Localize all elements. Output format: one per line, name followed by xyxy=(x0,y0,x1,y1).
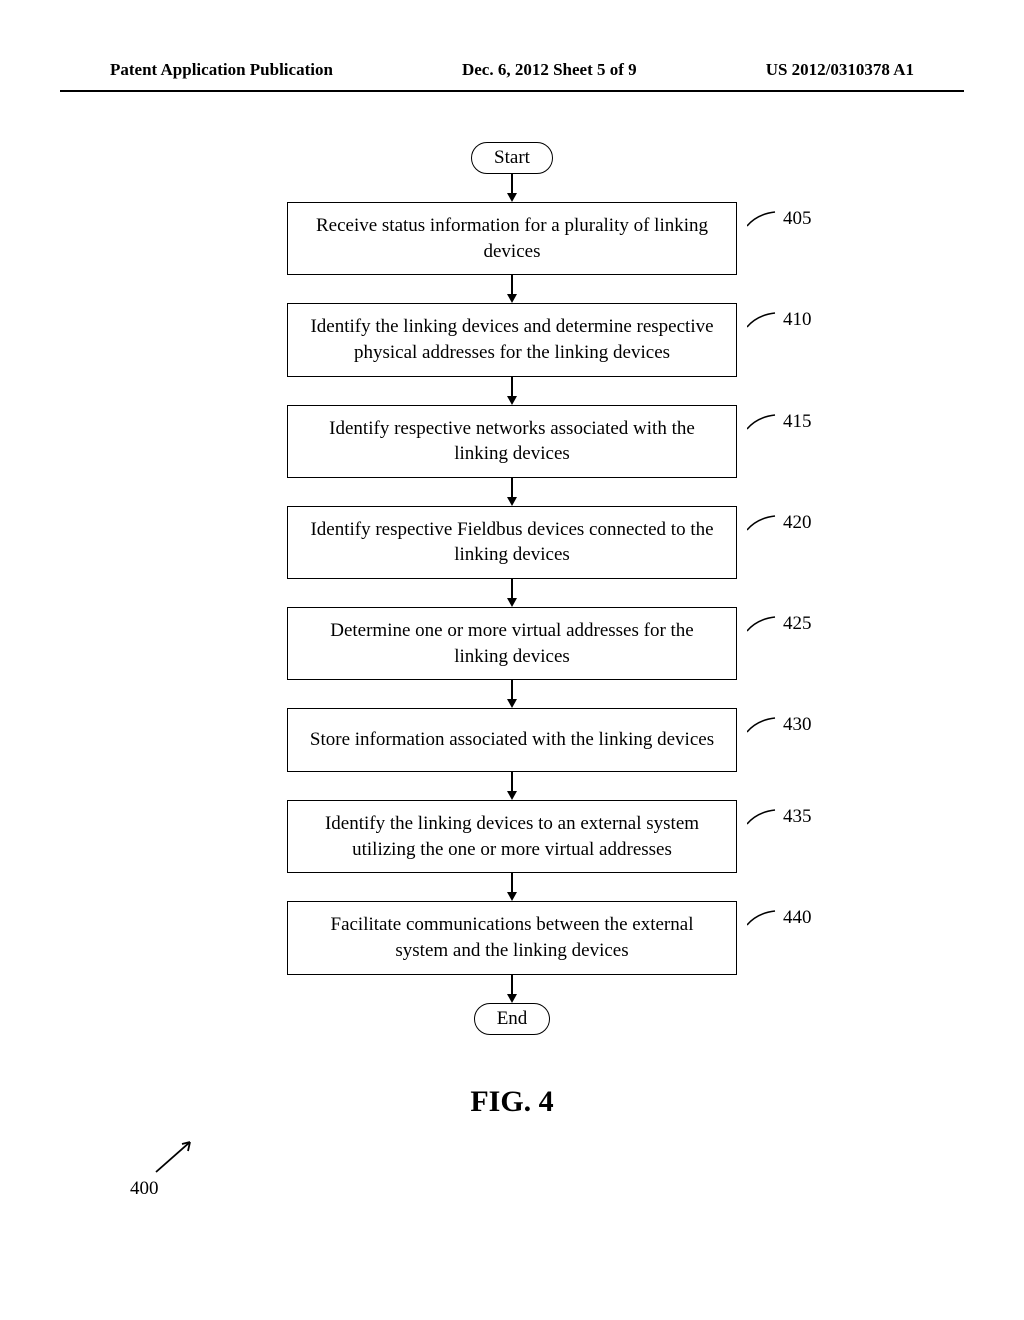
ref-number: 405 xyxy=(783,208,812,230)
arrow-icon xyxy=(507,579,517,607)
end-row: End xyxy=(162,1003,862,1035)
arrow-icon xyxy=(507,174,517,202)
arrow-icon xyxy=(507,377,517,405)
step-415-row: Identify respective networks associated … xyxy=(162,405,862,478)
step-440-row: Facilitate communications between the ex… xyxy=(162,901,862,974)
leader-arrow-icon xyxy=(148,1134,198,1174)
flowchart: Start Receive status information for a p… xyxy=(162,142,862,1035)
step-425-row: Determine one or more virtual addresses … xyxy=(162,607,862,680)
header-left: Patent Application Publication xyxy=(110,60,333,80)
page-header: Patent Application Publication Dec. 6, 2… xyxy=(60,60,964,92)
leader-line-icon xyxy=(747,210,777,228)
leader-line-icon xyxy=(747,514,777,532)
step-420-row: Identify respective Fieldbus devices con… xyxy=(162,506,862,579)
start-terminal: Start xyxy=(471,142,553,174)
step-ref-label: 440 xyxy=(747,907,812,929)
leader-line-icon xyxy=(747,615,777,633)
ref-number: 410 xyxy=(783,309,812,331)
ref-number: 435 xyxy=(783,806,812,828)
header-center: Dec. 6, 2012 Sheet 5 of 9 xyxy=(462,60,637,80)
step-410-row: Identify the linking devices and determi… xyxy=(162,303,862,376)
ref-number: 415 xyxy=(783,411,812,433)
step-box: Identify the linking devices and determi… xyxy=(287,303,737,376)
leader-line-icon xyxy=(747,808,777,826)
arrow-icon xyxy=(507,772,517,800)
arrow-icon xyxy=(507,975,517,1003)
leader-line-icon xyxy=(747,716,777,734)
step-ref-label: 405 xyxy=(747,208,812,230)
ref-number: 420 xyxy=(783,512,812,534)
arrow-icon xyxy=(507,873,517,901)
arrow-icon xyxy=(507,478,517,506)
arrow-icon xyxy=(507,275,517,303)
step-430-row: Store information associated with the li… xyxy=(162,708,862,772)
step-box: Receive status information for a plurali… xyxy=(287,202,737,275)
arrow-icon xyxy=(507,680,517,708)
step-405-row: Receive status information for a plurali… xyxy=(162,202,862,275)
leader-line-icon xyxy=(747,311,777,329)
ref-number: 440 xyxy=(783,907,812,929)
step-box: Determine one or more virtual addresses … xyxy=(287,607,737,680)
ref-number: 430 xyxy=(783,714,812,736)
leader-line-icon xyxy=(747,909,777,927)
step-box: Facilitate communications between the ex… xyxy=(287,901,737,974)
step-ref-label: 430 xyxy=(747,714,812,736)
figure-ref-label: 400 xyxy=(130,1134,198,1200)
step-box: Store information associated with the li… xyxy=(287,708,737,772)
step-ref-label: 415 xyxy=(747,411,812,433)
start-row: Start xyxy=(162,142,862,174)
step-box: Identify respective Fieldbus devices con… xyxy=(287,506,737,579)
ref-number: 425 xyxy=(783,613,812,635)
end-terminal: End xyxy=(474,1003,551,1035)
step-box: Identify the linking devices to an exter… xyxy=(287,800,737,873)
leader-line-icon xyxy=(747,413,777,431)
step-435-row: Identify the linking devices to an exter… xyxy=(162,800,862,873)
step-ref-label: 425 xyxy=(747,613,812,635)
page: Patent Application Publication Dec. 6, 2… xyxy=(0,0,1024,1320)
figure-ref-number: 400 xyxy=(130,1178,159,1199)
step-ref-label: 420 xyxy=(747,512,812,534)
figure-caption: FIG. 4 xyxy=(60,1085,964,1119)
step-ref-label: 435 xyxy=(747,806,812,828)
header-right: US 2012/0310378 A1 xyxy=(766,60,914,80)
step-box: Identify respective networks associated … xyxy=(287,405,737,478)
step-ref-label: 410 xyxy=(747,309,812,331)
